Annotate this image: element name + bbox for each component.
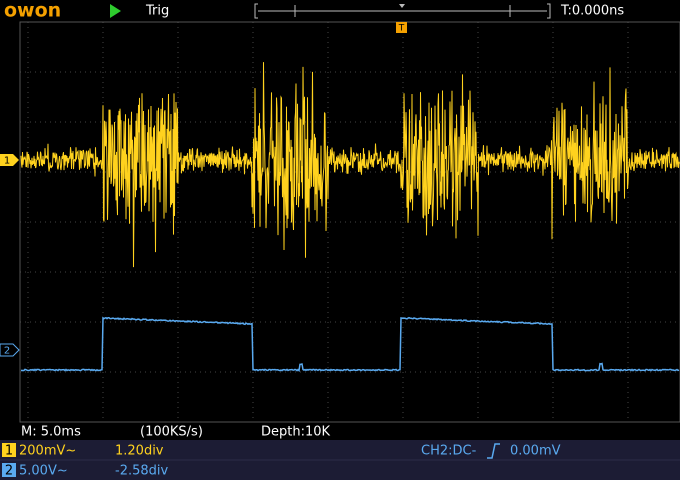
ch1-badge[interactable] bbox=[2, 443, 16, 457]
ch1-marker-label: 1 bbox=[4, 156, 10, 167]
logo: owon bbox=[4, 0, 61, 22]
ch2-marker bbox=[0, 343, 20, 357]
trigger-edge-icon bbox=[487, 443, 500, 459]
run-icon[interactable] bbox=[110, 4, 121, 18]
grid-border bbox=[19, 21, 680, 423]
ch1-waveform bbox=[20, 62, 680, 268]
ch2-position: -2.58div bbox=[115, 464, 169, 479]
trigger-marker-label: T bbox=[398, 24, 405, 34]
ch2-scale: 5.00V~ bbox=[19, 464, 68, 479]
memory-depth: Depth:10K bbox=[261, 425, 331, 440]
timebase: M: 5.0ms bbox=[21, 425, 81, 440]
ch1-scale: 200mV~ bbox=[19, 444, 76, 459]
memory-pointer bbox=[399, 4, 405, 8]
ch2-waveform bbox=[20, 316, 680, 373]
memory-bar bbox=[254, 3, 551, 19]
ch1-position: 1.20div bbox=[115, 444, 164, 459]
ch2-badge[interactable] bbox=[2, 463, 16, 477]
time-offset: T:0.000ns bbox=[560, 4, 624, 19]
ch1-marker bbox=[0, 154, 19, 166]
ch2-badge-label: 2 bbox=[5, 464, 13, 479]
ch1-badge-label: 1 bbox=[5, 444, 13, 459]
sample-rate: (100KS/s) bbox=[140, 425, 203, 440]
trigger-marker bbox=[396, 22, 407, 33]
trig-status: Trig bbox=[145, 4, 169, 19]
trigger-source: CH2:DC- bbox=[421, 444, 477, 459]
trigger-level: 0.00mV bbox=[510, 444, 561, 459]
ch2-marker-label: 2 bbox=[4, 346, 10, 357]
